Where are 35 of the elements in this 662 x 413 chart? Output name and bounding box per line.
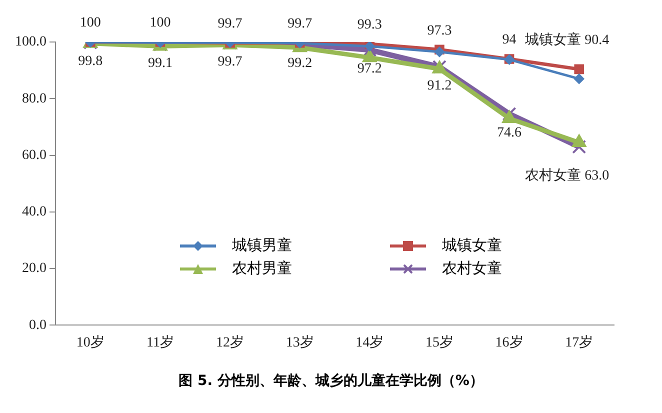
data-label: 99.7 (218, 54, 242, 70)
text: 图 5. 分性别、年龄、城乡的儿童在学比例（%） (178, 372, 484, 390)
data-label: 99.8 (78, 54, 103, 70)
data-label: 100 (80, 16, 101, 31)
data-label: 99.1 (148, 56, 172, 72)
x-tick-label: 13岁 (286, 334, 314, 350)
x-tick-label: 17岁 (565, 334, 594, 350)
x-tick-label: 14岁 (356, 334, 384, 350)
y-tick-label: 60.0 (22, 148, 46, 163)
data-label: 97.2 (357, 62, 382, 77)
y-tick-label: 80.0 (22, 91, 46, 106)
x-tick-label: 11岁 (146, 334, 174, 350)
x-tick-label: 12岁 (216, 334, 244, 350)
data-label: 91.2 (427, 78, 452, 94)
data-label: 农村女童 63.0 (525, 167, 610, 184)
legend-label: 城镇女童 (442, 236, 502, 255)
data-label: 74.6 (497, 126, 522, 141)
legend-label: 城镇男童 (232, 236, 292, 255)
data-label: 城镇女童 90.4 (524, 32, 610, 48)
legend-label: 农村男童 (232, 259, 292, 278)
legend-label: 农村女童 (442, 259, 502, 278)
data-label: 97.3 (427, 23, 452, 38)
data-label: 99.7 (288, 16, 312, 32)
y-tick-label: 20.0 (22, 261, 46, 276)
y-tick-label: 40.0 (22, 204, 46, 220)
data-label: 99.7 (218, 16, 242, 32)
x-tick-label: 10岁 (76, 334, 104, 350)
x-tick-label: 15岁 (425, 334, 454, 350)
data-label: 99.2 (288, 56, 312, 71)
data-label: 99.3 (357, 18, 382, 33)
data-label: 94 (502, 32, 516, 48)
x-tick-label: 16岁 (495, 334, 524, 350)
y-tick-label: 100.0 (15, 34, 46, 50)
data-label: 100 (150, 16, 171, 31)
y-tick-label: 0.0 (29, 318, 46, 333)
